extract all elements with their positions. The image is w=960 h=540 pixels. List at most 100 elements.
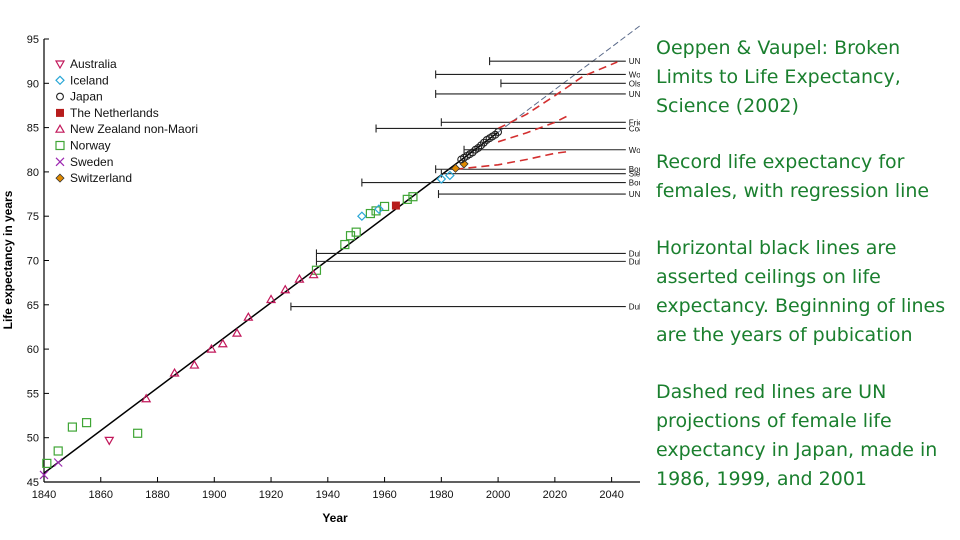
ceiling-label: UN	[629, 57, 640, 66]
legend-marker	[55, 140, 65, 151]
new-zealand-non-maori-point	[141, 393, 152, 403]
norway-point	[133, 428, 143, 438]
ceiling-label: Bourgeois-Pichat	[629, 179, 640, 188]
y-tick-label: 80	[27, 167, 39, 179]
sweden-point	[39, 470, 49, 480]
ceiling-label: Siegel	[629, 170, 640, 179]
projection-line	[455, 150, 570, 170]
new-zealand-non-maori-point	[189, 359, 200, 369]
ceiling-label: Dublin & Lotka	[629, 257, 640, 266]
x-tick-label: 1940	[316, 489, 340, 501]
ceiling-label: Dublin	[629, 249, 640, 258]
new-zealand-non-maori-point	[280, 284, 291, 294]
new-zealand-non-maori-point	[266, 294, 277, 304]
legend-label: Sweden	[70, 155, 113, 169]
legend-marker	[55, 75, 65, 86]
legend: Australia Iceland Japan The Netherlands New …	[54, 57, 198, 185]
legend-label: New Zealand non-Maori	[70, 122, 198, 136]
ceiling-label-text: UN, Frejka	[629, 190, 640, 199]
the-netherlands-point	[391, 201, 400, 210]
ceiling-label-text: Fries, Olshansky	[629, 118, 640, 127]
ceiling-label: Dublin	[629, 303, 640, 312]
ceiling-label-text: Dublin	[629, 249, 640, 258]
new-zealand-non-maori-point	[217, 338, 228, 348]
new-zealand-non-maori-point	[169, 367, 180, 377]
ceiling-label-text: Dublin & Lotka	[629, 257, 640, 266]
ceiling-label-text: Coale Coale & Guo	[629, 124, 640, 133]
y-tick-label: 50	[27, 433, 39, 445]
x-tick-label: 1900	[202, 489, 226, 501]
ceiling-label-text: World Bank	[629, 70, 640, 79]
ceiling-label: Fries, Olshansky et al.	[629, 118, 640, 127]
ceiling-label: Coale Coale & Guo	[629, 124, 640, 133]
norway-point	[311, 265, 322, 275]
new-zealand-non-maori-point	[294, 273, 305, 283]
new-zealand-non-maori-point	[206, 343, 217, 353]
norway-point	[408, 192, 418, 202]
record-note: Record life expectancy for females, with…	[656, 151, 930, 202]
legend-marker	[55, 157, 65, 167]
ceiling-label-text: Olshansky	[629, 79, 640, 88]
legend-label: Japan	[70, 90, 103, 104]
legend-label: Switzerland	[70, 171, 132, 185]
ceiling-label: World Bank, UN	[629, 146, 640, 155]
iceland-point	[436, 174, 447, 184]
ceiling-label: UN	[629, 90, 640, 99]
plot-area: 45 50 55 60 65 70 75 80 85 90 95 1840 1860 1880 1900 19…	[27, 25, 640, 501]
projection-line	[497, 61, 618, 130]
norway-point	[67, 422, 77, 432]
y-tick-label: 65	[27, 300, 39, 312]
norway-point	[53, 446, 63, 456]
iceland-point	[374, 204, 384, 214]
australia-point	[104, 436, 115, 446]
norway-point	[379, 201, 390, 212]
x-tick-label: 1860	[89, 489, 113, 501]
norway-point	[340, 239, 350, 250]
iceland-point	[444, 170, 455, 181]
life-expectancy-chart: 45 50 55 60 65 70 75 80 85 90 95 1840 1860 1880 1900 19…	[1, 25, 640, 525]
y-tick-label: 60	[27, 344, 39, 356]
norway-point	[351, 227, 361, 237]
legend-marker	[54, 123, 66, 133]
legend-marker	[55, 173, 65, 183]
norway-point	[81, 418, 92, 428]
iceland-point	[357, 211, 367, 222]
source-citation: Oeppen & Vaupel: Broken Limits to Life E…	[656, 37, 901, 117]
legend-marker	[54, 60, 66, 70]
ceiling-label-text: UN	[629, 90, 640, 99]
ceiling-label-text: UN	[629, 57, 640, 66]
regression-extension-line	[497, 25, 640, 133]
y-tick-label: 75	[27, 211, 39, 223]
japan-point	[494, 128, 503, 136]
legend-marker	[56, 108, 64, 117]
legend-marker	[56, 92, 64, 101]
x-tick-label: 2040	[599, 489, 623, 501]
x-axis-label: Year	[322, 511, 348, 525]
projection-line	[497, 114, 570, 143]
y-tick-label: 45	[27, 477, 39, 489]
y-tick-label: 85	[27, 123, 39, 135]
ceiling-label-text: Bourgeois-Pichat, UN	[629, 165, 640, 174]
x-tick-label: 1980	[429, 489, 453, 501]
ceiling-label: Olshansky et al.	[629, 79, 640, 88]
ceiling-label-text: World Bank, UN	[629, 146, 640, 155]
x-tick-label: 2020	[543, 489, 567, 501]
new-zealand-non-maori-point	[308, 269, 319, 279]
ceiling-label-text: Bourgeois-Pichat	[629, 179, 640, 188]
sweden-point	[53, 458, 63, 467]
y-tick-label: 70	[27, 256, 39, 268]
ceiling-lines-note: Horizontal black lines are asserted ceil…	[656, 237, 946, 346]
switzerland-point	[450, 163, 461, 173]
norway-point	[365, 208, 375, 219]
new-zealand-non-maori-point	[243, 311, 254, 321]
norway-point	[42, 458, 52, 468]
norway-point	[402, 194, 412, 204]
new-zealand-non-maori-point	[231, 327, 243, 337]
legend-label: Iceland	[70, 73, 109, 87]
y-tick-label: 55	[27, 388, 39, 400]
ceiling-label: World Bank	[629, 70, 640, 79]
x-tick-label: 1960	[372, 489, 396, 501]
y-tick-label: 95	[27, 34, 39, 46]
x-tick-label: 1920	[259, 489, 283, 501]
ceiling-label-text: Siegel	[629, 170, 640, 179]
